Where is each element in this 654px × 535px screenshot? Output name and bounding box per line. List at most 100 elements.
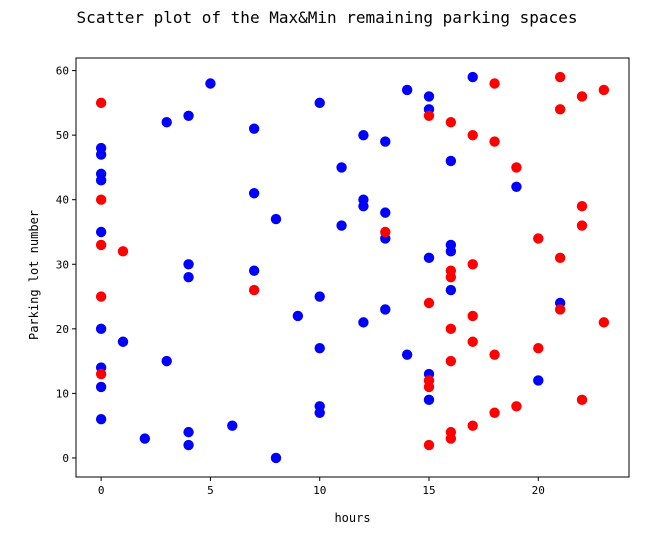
data-point [183,271,194,283]
data-point [423,394,435,406]
data-point [511,401,522,412]
y-tick-label: 30 [56,258,69,271]
data-point [380,207,391,218]
data-point [183,426,194,438]
chart-title: Scatter plot of the Max&Min remaining pa… [76,8,578,27]
data-point [380,136,391,147]
data-point [554,252,566,264]
data-point [489,407,500,418]
data-point [467,420,478,431]
data-point [336,162,347,173]
data-point [314,343,325,354]
data-point [95,323,107,335]
data-point [161,355,172,367]
data-point [445,355,457,367]
data-point [358,200,369,212]
x-tick-label: 10 [313,484,326,497]
data-point [183,259,194,270]
data-point [358,317,369,328]
data-point [489,78,500,89]
data-point [423,297,435,309]
data-point [336,220,347,231]
data-point [467,129,478,141]
data-point [95,175,107,186]
data-point [95,194,107,205]
data-point [423,110,435,121]
data-point [248,265,260,276]
data-point [95,239,107,251]
data-point [467,259,478,270]
data-point [380,304,391,315]
data-point [576,91,588,102]
x-tick-label: 20 [532,484,545,497]
data-point [445,246,457,257]
x-axis-ticks: 0 5 10 15 20 [98,477,545,497]
data-point [139,433,151,444]
data-point [554,304,566,315]
data-point [533,343,544,354]
data-point [511,162,522,173]
data-point [533,375,544,386]
y-tick-label: 10 [56,387,69,400]
data-point [248,123,260,134]
x-tick-label: 15 [422,484,435,497]
y-tick-label: 0 [62,452,69,465]
data-point [292,310,304,322]
data-point [95,149,107,160]
data-point [423,381,435,393]
data-point [467,336,478,347]
data-point [511,181,522,192]
y-axis-ticks: 0 10 20 30 40 50 60 [56,65,76,465]
data-point [423,439,435,451]
data-point [598,317,610,328]
data-point [598,84,610,96]
data-point [423,252,435,264]
data-point [489,349,500,360]
data-point [314,407,325,418]
y-tick-label: 50 [56,129,69,142]
data-point [117,336,129,347]
data-point [576,220,588,231]
data-point [554,104,566,115]
data-point [445,155,457,167]
data-point [445,323,457,335]
data-point [445,271,457,283]
data-point [576,394,588,406]
data-point [248,188,260,199]
y-tick-label: 20 [56,323,69,336]
data-point [380,226,391,238]
y-tick-label: 40 [56,194,69,207]
data-point [161,117,172,128]
x-axis-label: hours [334,511,370,525]
data-point [576,200,588,212]
data-point [314,291,325,302]
x-tick-label: 5 [207,484,214,497]
y-tick-label: 60 [56,65,69,78]
x-tick-label: 0 [98,484,105,497]
data-point [358,129,369,141]
data-point [95,414,107,425]
data-point [467,71,478,83]
data-point [533,233,544,244]
data-point [95,291,107,302]
data-point [401,84,413,96]
data-point [117,246,129,257]
data-point [183,110,194,121]
data-point [183,439,194,451]
data-point [95,226,107,238]
data-point [401,349,413,360]
data-point [248,284,260,296]
data-point [95,368,107,380]
data-point [205,78,216,89]
data-point [445,284,457,296]
data-point [445,117,457,128]
data-point [95,381,107,393]
data-point [270,452,282,464]
data-point [554,71,566,83]
y-axis-label: Parking lot number [27,210,41,340]
data-point [423,91,435,102]
data-point [314,97,325,109]
data-point [270,213,282,225]
data-points [95,71,610,464]
